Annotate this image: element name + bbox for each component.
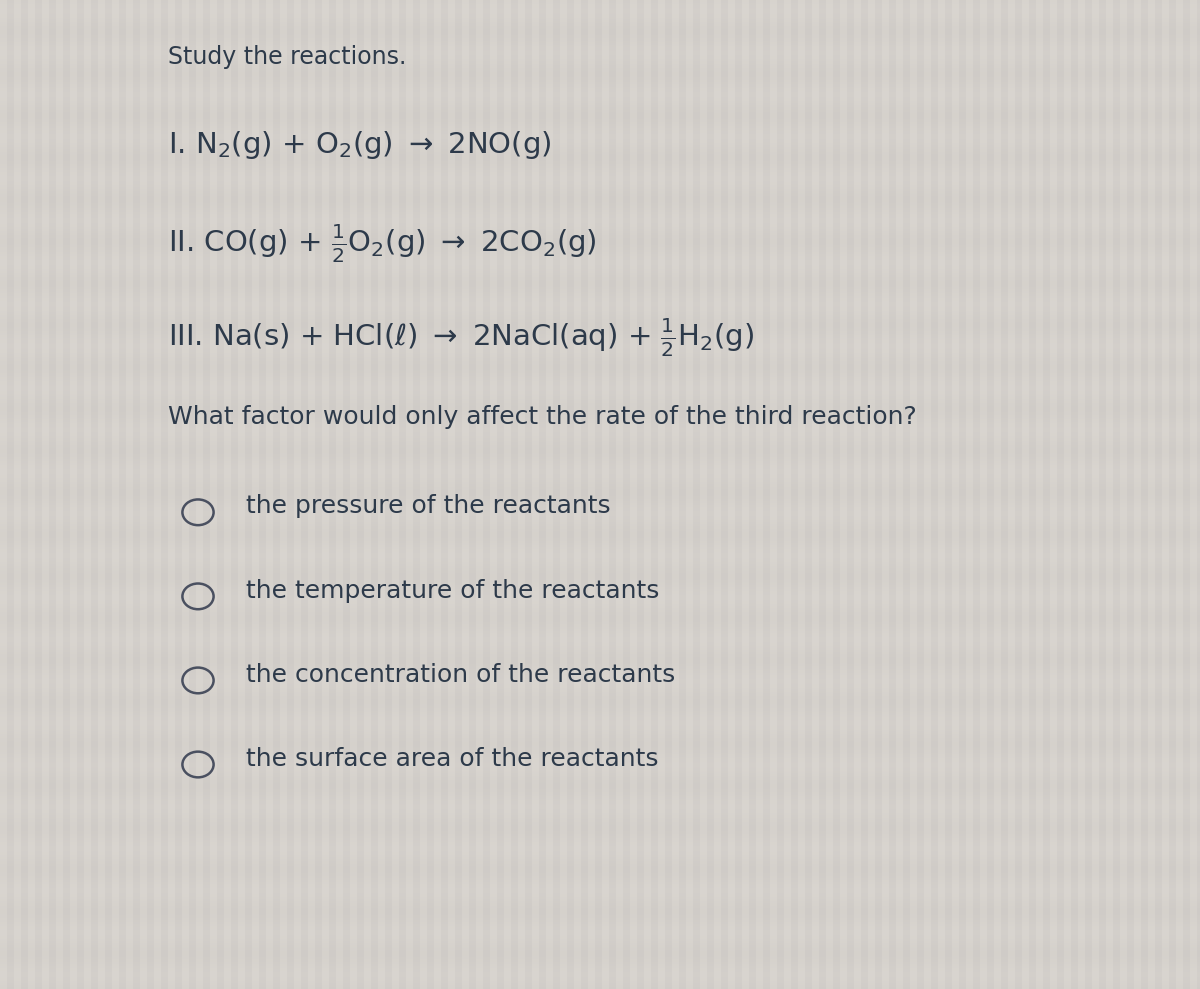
- Text: II. CO(g) + $\frac{1}{2}$O$_2$(g) $\rightarrow$ 2CO$_2$(g): II. CO(g) + $\frac{1}{2}$O$_2$(g) $\righ…: [168, 223, 596, 265]
- Text: the concentration of the reactants: the concentration of the reactants: [246, 663, 676, 686]
- Text: the surface area of the reactants: the surface area of the reactants: [246, 747, 659, 770]
- Text: the temperature of the reactants: the temperature of the reactants: [246, 579, 659, 602]
- Text: What factor would only affect the rate of the third reaction?: What factor would only affect the rate o…: [168, 405, 917, 429]
- Text: Study the reactions.: Study the reactions.: [168, 45, 407, 68]
- Text: I. N$_2$(g) + O$_2$(g) $\rightarrow$ 2NO(g): I. N$_2$(g) + O$_2$(g) $\rightarrow$ 2NO…: [168, 129, 552, 160]
- Text: the pressure of the reactants: the pressure of the reactants: [246, 494, 611, 518]
- Text: III. Na(s) + HCl($\ell$) $\rightarrow$ 2NaCl(aq) + $\frac{1}{2}$H$_2$(g): III. Na(s) + HCl($\ell$) $\rightarrow$ 2…: [168, 316, 754, 359]
